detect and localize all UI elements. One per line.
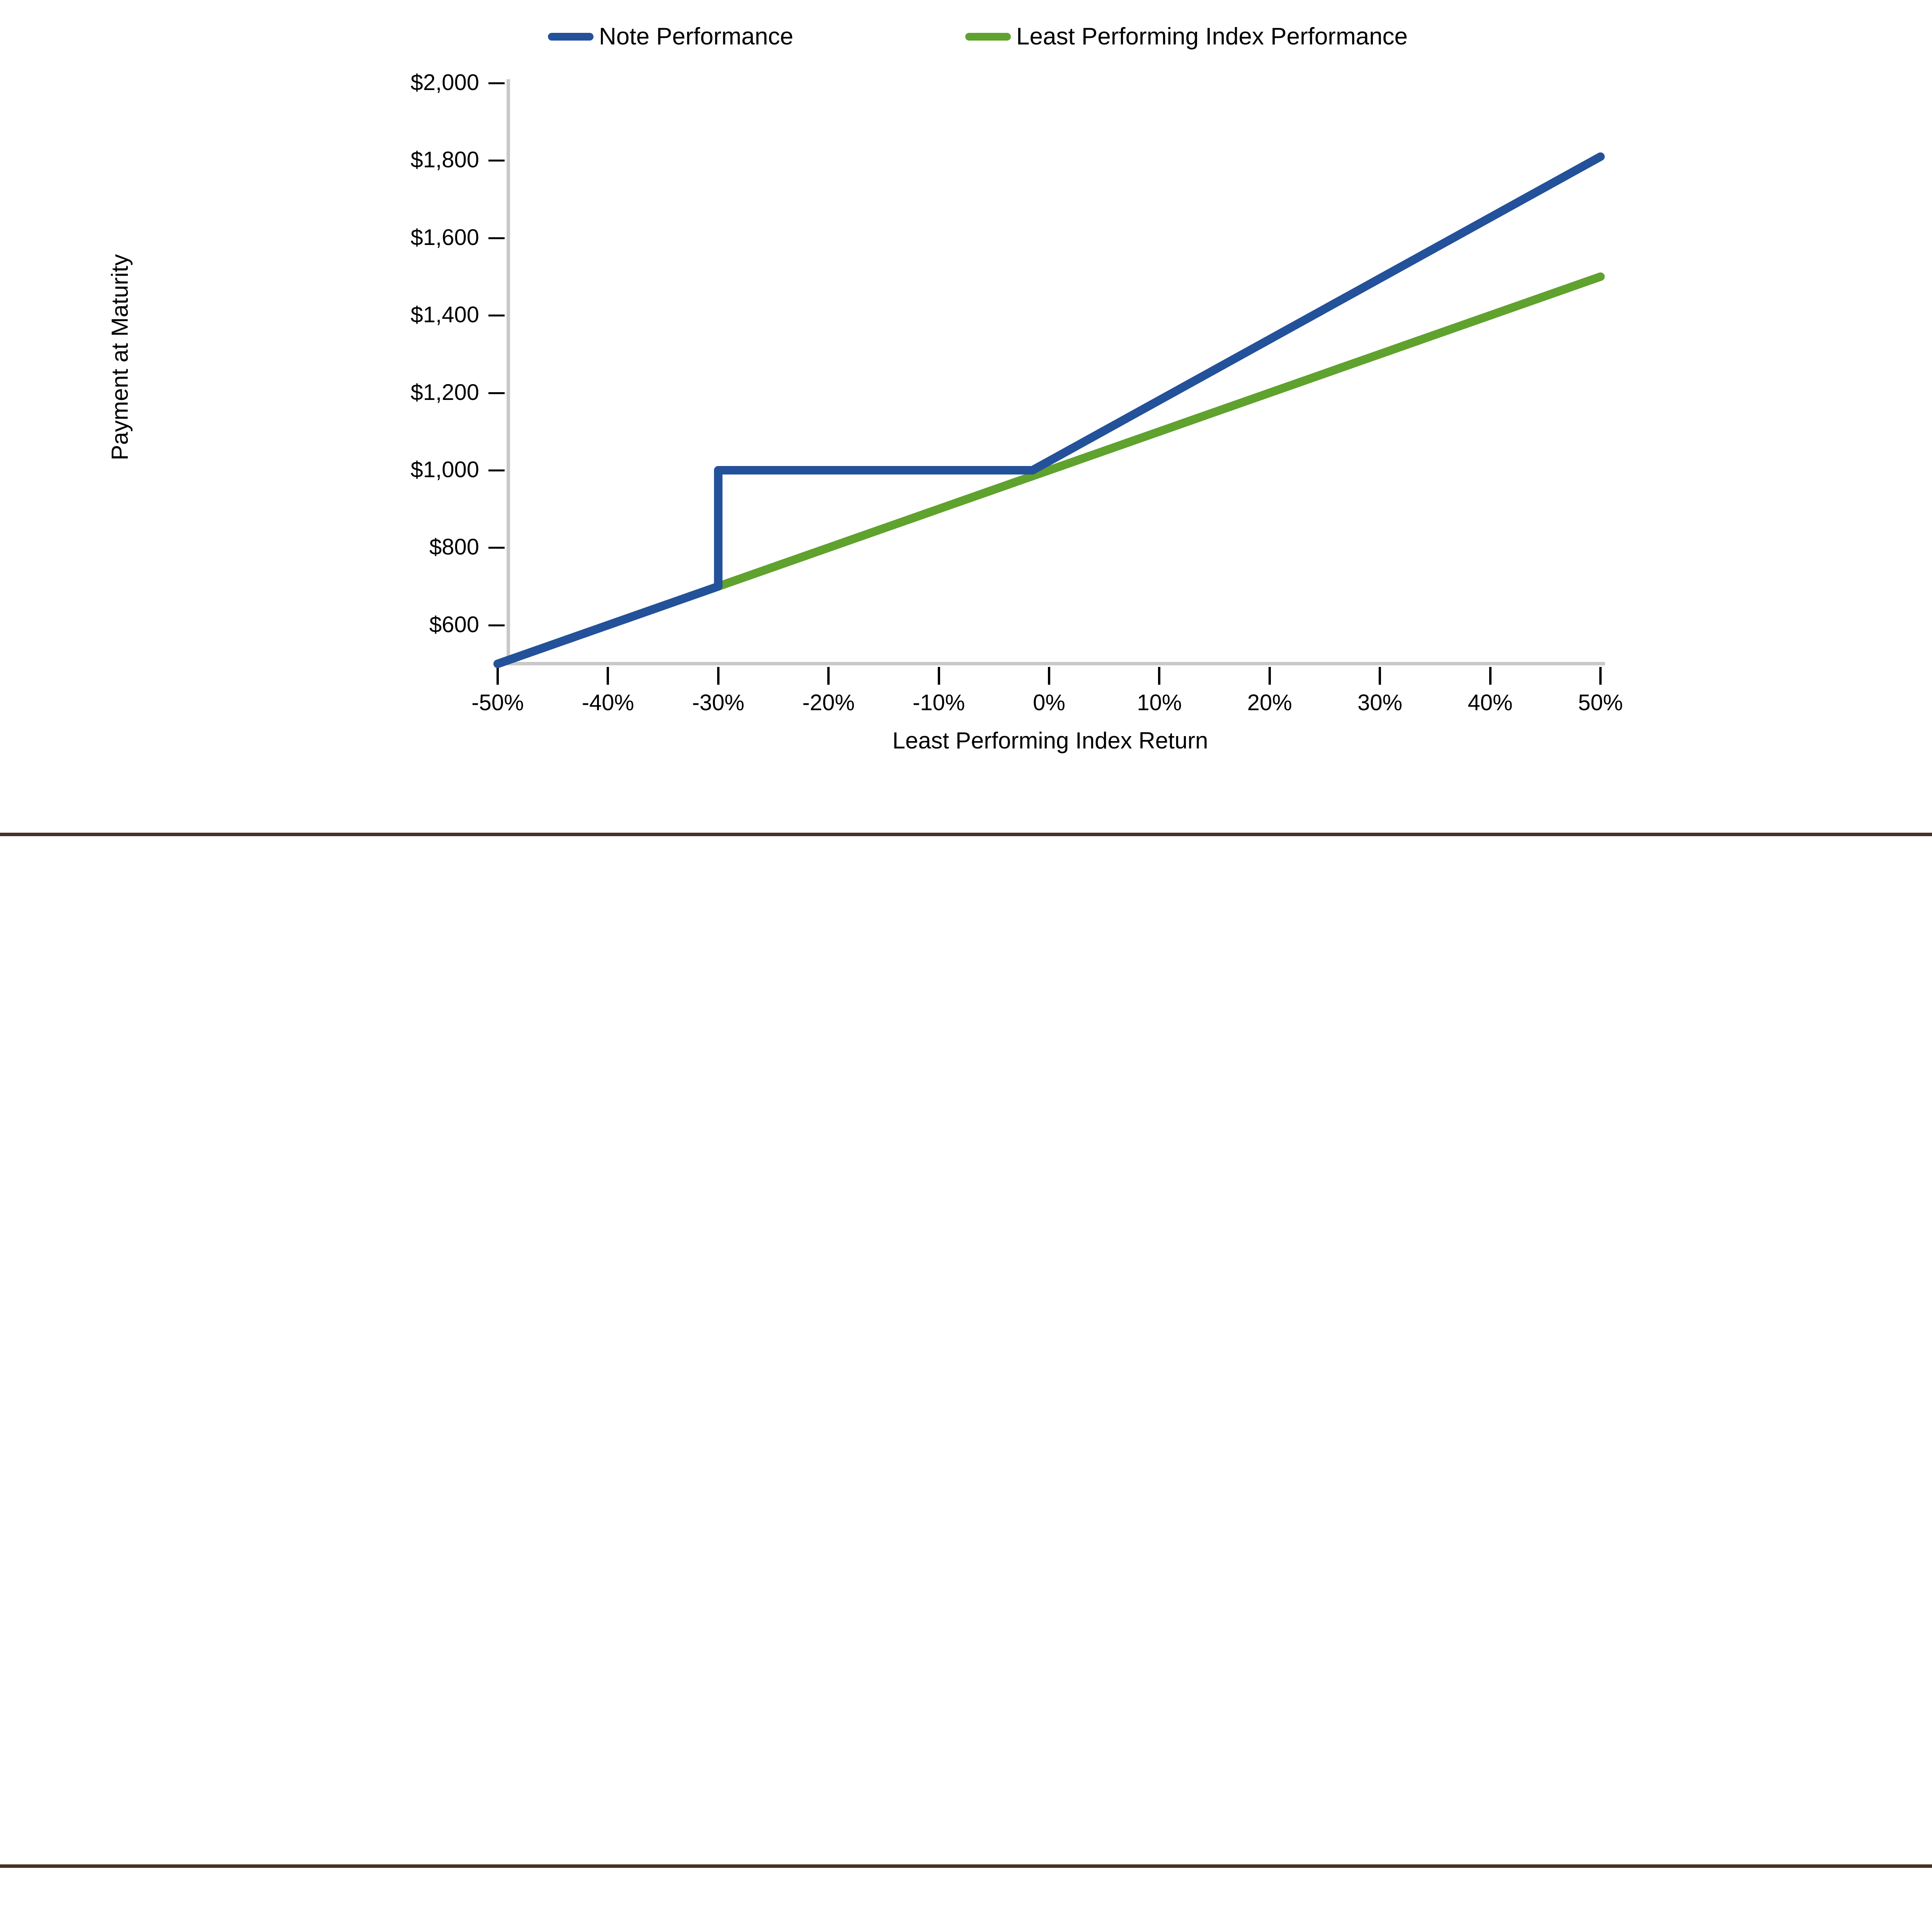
y-axis-tick-label: $1,200 — [410, 379, 479, 405]
y-axis-tick-label: $800 — [429, 534, 479, 560]
series-line-note-performance — [493, 152, 1605, 668]
y-axis-tick — [488, 469, 505, 471]
chart-plot-area: $2,000 $1,800 $1,600 $1,400 $1,200 $1,000 $800… — [0, 0, 1932, 815]
x-axis-tick-label: -40% — [582, 690, 634, 715]
y-axis-line — [507, 79, 510, 665]
section-divider-middle — [0, 1864, 1932, 1868]
legend-swatch-note-icon — [548, 33, 594, 41]
x-axis-tick-label: 10% — [1137, 690, 1182, 715]
x-axis-tick-label: 40% — [1468, 690, 1513, 715]
x-axis-tick — [1379, 667, 1381, 685]
legend-label-note: Note Performance — [599, 23, 794, 50]
x-axis-tick — [717, 667, 719, 685]
y-axis-tick-label: $2,000 — [410, 70, 479, 95]
y-axis-tick — [488, 160, 505, 162]
y-axis-tick-label: $1,800 — [410, 147, 479, 173]
y-axis-tick — [488, 82, 505, 84]
y-axis-tick-label: $1,000 — [410, 457, 479, 482]
legend-item-index-performance: Least Performing Index Performance — [965, 23, 1408, 50]
x-axis-tick — [1268, 667, 1271, 685]
legend-item-note-performance: Note Performance — [548, 23, 793, 50]
x-axis-tick — [1158, 667, 1161, 685]
x-axis-tick — [1599, 667, 1602, 685]
chart-legend: Note Performance Least Performing Index … — [498, 23, 1603, 50]
legend-swatch-index-icon — [965, 33, 1011, 41]
payment-at-maturity-chart: Note Performance Least Performing Index … — [0, 0, 1932, 815]
x-axis-tick — [827, 667, 830, 685]
y-axis-tick-label: $600 — [429, 612, 479, 637]
y-axis-tick — [488, 392, 505, 394]
x-axis-tick-label: 20% — [1247, 690, 1292, 715]
x-axis-tick-label: -30% — [692, 690, 745, 715]
x-axis-tick — [1489, 667, 1492, 685]
x-axis-tick-label: -50% — [471, 690, 524, 715]
y-axis-tick — [488, 237, 505, 239]
x-axis-tick-label: 50% — [1578, 690, 1623, 715]
section-divider-top — [0, 833, 1932, 836]
x-axis-tick — [1048, 667, 1050, 685]
y-axis-tick-label: $1,400 — [410, 302, 479, 328]
legend-label-index: Least Performing Index Performance — [1016, 23, 1408, 50]
y-axis-tick — [488, 547, 505, 549]
y-axis-tick — [488, 315, 505, 317]
x-axis-tick — [607, 667, 609, 685]
x-axis-line — [507, 662, 1605, 665]
series-line-least-performing-index — [493, 272, 1605, 668]
x-axis-tick — [497, 667, 499, 685]
y-axis-title: Payment at Maturity — [107, 254, 133, 461]
x-axis-tick-label: 0% — [1033, 690, 1065, 715]
y-axis-tick — [488, 624, 505, 626]
x-axis-tick-label: -20% — [802, 690, 855, 715]
y-axis-tick-label: $1,600 — [410, 224, 479, 250]
x-axis-tick-label: 30% — [1357, 690, 1403, 715]
x-axis-tick — [937, 667, 940, 685]
x-axis-title: Least Performing Index Return — [892, 728, 1208, 753]
x-axis-tick-label: -10% — [912, 690, 965, 715]
